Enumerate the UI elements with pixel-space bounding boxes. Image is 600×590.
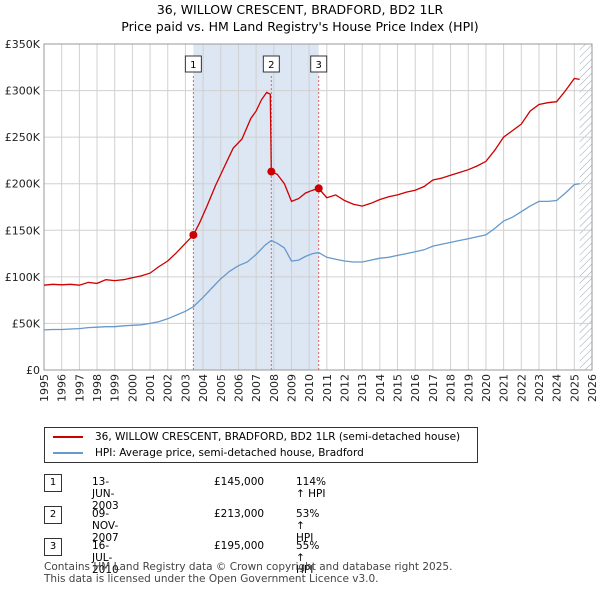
x-tick-label: 2011 — [321, 374, 334, 402]
sale-marker-label: 3 — [316, 60, 322, 71]
sale-point — [267, 167, 276, 176]
x-tick-label: 2002 — [162, 374, 175, 402]
x-tick-label: 2001 — [144, 374, 157, 402]
legend-item-hpi: HPI: Average price, semi-detached house,… — [53, 446, 364, 460]
transaction-price: £213,000 — [214, 508, 265, 520]
legend-item-property: 36, WILLOW CRESCENT, BRADFORD, BD2 1LR (… — [53, 430, 460, 444]
y-tick-label: £100K — [5, 271, 41, 284]
sale-marker-box — [310, 55, 328, 73]
x-tick-label: 2025 — [568, 374, 581, 402]
x-tick-label: 2018 — [445, 374, 458, 402]
sale-marker-label: 1 — [190, 60, 196, 71]
x-tick-label: 2009 — [285, 374, 298, 402]
sale-marker-label: 2 — [268, 60, 274, 71]
footer: Contains HM Land Registry data © Crown c… — [44, 561, 452, 585]
y-tick-label: £250K — [5, 131, 41, 144]
x-tick-label: 2015 — [392, 374, 405, 402]
transaction-hpi: 114% ↑ HPI — [296, 476, 327, 500]
x-tick-label: 2023 — [533, 374, 546, 402]
x-tick-label: 2017 — [427, 374, 440, 402]
x-tick-label: 2024 — [551, 374, 564, 402]
y-tick-label: £50K — [12, 317, 41, 330]
sale-marker-box — [262, 55, 280, 73]
x-tick-label: 1997 — [73, 374, 86, 402]
x-tick-label: 2007 — [250, 374, 263, 402]
y-tick-label: £300K — [5, 85, 41, 98]
future-hatch — [579, 44, 592, 370]
chart-title: 36, WILLOW CRESCENT, BRADFORD, BD2 1LR — [156, 2, 444, 17]
transaction-number: 3 — [44, 538, 62, 556]
x-tick-label: 2026 — [586, 374, 599, 402]
sale-point — [189, 230, 198, 239]
x-tick-label: 2012 — [339, 374, 352, 402]
x-tick-label: 2020 — [480, 374, 493, 402]
sale-marker-box — [184, 55, 202, 73]
footer-licence: This data is licensed under the Open Gov… — [44, 573, 379, 585]
x-tick-label: 2010 — [303, 374, 316, 402]
legend-label-property: 36, WILLOW CRESCENT, BRADFORD, BD2 1LR (… — [95, 431, 461, 443]
x-tick-label: 2003 — [179, 374, 192, 402]
legend-swatch-hpi — [53, 452, 83, 454]
legend-swatch-property — [53, 436, 83, 438]
y-tick-label: £0 — [26, 364, 40, 377]
x-tick-label: 1996 — [56, 374, 69, 402]
transaction-price: £145,000 — [214, 476, 265, 488]
sale-point — [314, 184, 323, 193]
x-tick-label: 1998 — [91, 374, 104, 402]
x-tick-label: 2004 — [197, 374, 210, 402]
legend-label-hpi: HPI: Average price, semi-detached house,… — [95, 447, 364, 459]
chart-legend: 36, WILLOW CRESCENT, BRADFORD, BD2 1LR (… — [44, 427, 478, 463]
y-tick-label: £150K — [5, 224, 41, 237]
x-tick-label: 2022 — [515, 374, 528, 402]
y-tick-label: £350K — [5, 38, 41, 51]
transaction-date: 09-NOV-2007 — [92, 508, 119, 544]
x-tick-label: 2019 — [462, 374, 475, 402]
transaction-number: 2 — [44, 506, 62, 524]
x-tick-label: 2013 — [356, 374, 369, 402]
transaction-date: 16-JUL-2010 — [92, 540, 119, 576]
transaction-number: 1 — [44, 474, 62, 492]
price-chart: £0 £50K £100K £150K £200K £250K £300K £350K 1995… — [5, 38, 599, 402]
x-tick-label: 2016 — [409, 374, 422, 402]
x-tick-label: 1999 — [109, 374, 122, 402]
x-tick-label: 1995 — [38, 374, 51, 402]
x-tick-label: 2021 — [498, 374, 511, 402]
footer-copyright: Contains HM Land Registry data © Crown c… — [44, 561, 453, 573]
plot-border — [43, 43, 593, 371]
y-tick-label: £200K — [5, 178, 41, 191]
transaction-hpi: 53% ↑ HPI — [296, 508, 320, 544]
x-tick-label: 2006 — [232, 374, 245, 402]
x-tick-label: 2014 — [374, 374, 387, 402]
chart-subtitle: Price paid vs. HM Land Registry's House … — [121, 19, 479, 34]
transaction-price: £195,000 — [214, 540, 265, 552]
transaction-hpi: 55% ↑ HPI — [296, 540, 320, 576]
x-tick-label: 2008 — [268, 374, 281, 402]
x-tick-label: 2000 — [126, 374, 139, 402]
x-tick-label: 2005 — [215, 374, 228, 402]
property-series-line — [43, 77, 580, 286]
hpi-series-line — [43, 183, 580, 331]
transaction-date: 13-JUN-2003 — [92, 476, 119, 512]
